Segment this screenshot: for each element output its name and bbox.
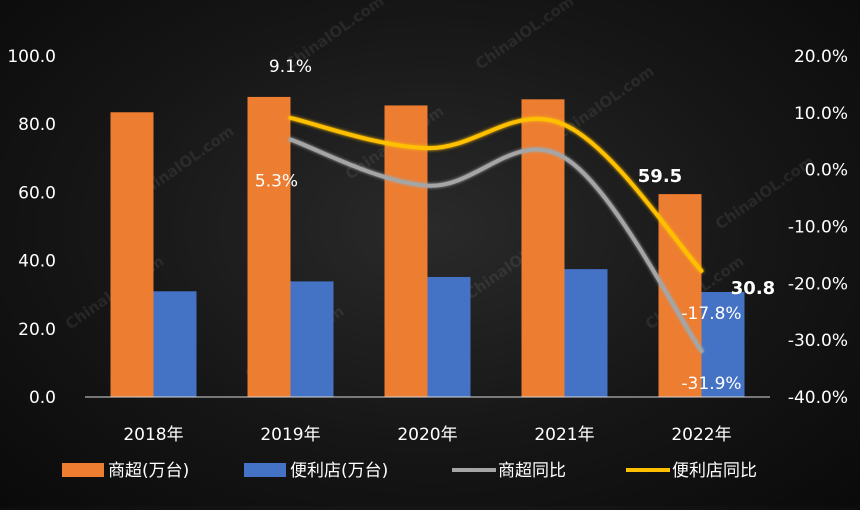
- x-axis-ticks: 2018年 2019年 2020年 2021年 2022年: [123, 425, 731, 445]
- data-label: 5.3%: [255, 172, 298, 192]
- bar-shangchao-1: [247, 96, 291, 398]
- bar-bianlidian-2: [427, 276, 471, 397]
- right-tick-label: -30.0%: [788, 331, 848, 351]
- bar-shangchao-0: [110, 112, 154, 397]
- x-tick-label: 2021年: [534, 425, 594, 445]
- lines-layer: [288, 115, 704, 353]
- legend-label: 商超(万台): [108, 461, 189, 481]
- legend-item: 商超同比: [452, 461, 566, 481]
- legend-label: 便利店同比: [672, 461, 757, 481]
- data-label: 9.1%: [269, 57, 312, 77]
- bar-bianlidian-4: [701, 291, 745, 397]
- data-label: -31.9%: [681, 374, 741, 394]
- right-axis-ticks: 20.0% 10.0% 0.0% -10.0% -20.0% -30.0% -40.0%: [788, 47, 848, 408]
- watermark-text: ChinaIOL.com: [472, 0, 577, 73]
- legend-item: 便利店(万台): [244, 461, 388, 481]
- left-tick-label: 100.0: [7, 47, 56, 67]
- bar-bianlidian-1: [290, 281, 334, 397]
- right-tick-label: 0.0%: [805, 161, 848, 181]
- bar-bianlidian-3: [564, 269, 608, 397]
- legend-label: 商超同比: [498, 461, 566, 481]
- right-tick-label: -20.0%: [788, 274, 848, 294]
- left-tick-label: 80.0: [18, 115, 56, 135]
- bars-layer: [110, 96, 745, 398]
- bar-shangchao-3: [521, 99, 565, 397]
- x-tick-label: 2018年: [123, 425, 183, 445]
- legend-swatch: [244, 463, 286, 477]
- right-tick-label: 20.0%: [794, 47, 848, 67]
- legend-item: 商超(万台): [62, 461, 189, 481]
- watermark-text: ChinaIOL.com: [552, 62, 657, 143]
- left-tick-label: 60.0: [18, 183, 56, 203]
- legend-swatch: [62, 463, 104, 477]
- left-axis-ticks: 0.0 20.0 40.0 60.0 80.0 100.0: [7, 47, 56, 408]
- data-label: 30.8: [731, 278, 775, 299]
- legend-item: 便利店同比: [626, 461, 757, 481]
- data-label: -17.8%: [681, 304, 741, 324]
- right-tick-label: 10.0%: [794, 104, 848, 124]
- left-tick-label: 20.0: [18, 320, 56, 340]
- x-tick-label: 2022年: [671, 425, 731, 445]
- right-tick-label: -10.0%: [788, 218, 848, 238]
- left-tick-label: 40.0: [18, 252, 56, 272]
- right-tick-label: -40.0%: [788, 388, 848, 408]
- data-label: 59.5: [638, 166, 682, 187]
- legend: 商超(万台) 便利店(万台) 商超同比 便利店同比: [62, 461, 757, 481]
- bar-bianlidian-0: [153, 291, 197, 397]
- line-shangchao-yoy: [288, 137, 704, 353]
- x-tick-label: 2020年: [397, 425, 457, 445]
- bar-shangchao-2: [384, 105, 428, 397]
- left-tick-label: 0.0: [29, 388, 56, 408]
- line-bianlidian-yoy: [288, 115, 704, 273]
- legend-label: 便利店(万台): [290, 461, 388, 481]
- x-tick-label: 2019年: [260, 425, 320, 445]
- data-labels-layer: 9.1% 5.3% 59.5 30.8 -17.8% -31.9%: [255, 57, 775, 394]
